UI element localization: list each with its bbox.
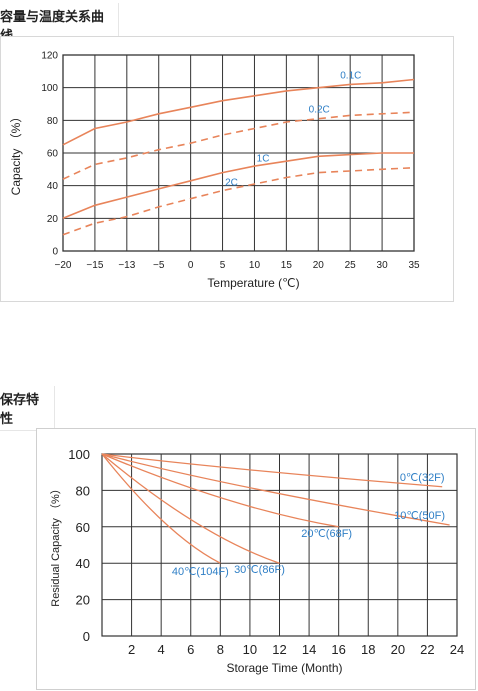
series-label: 0℃(32F) bbox=[400, 472, 445, 484]
series-line bbox=[101, 453, 221, 564]
x-tick-label: 22 bbox=[420, 642, 434, 657]
storage-characteristic-chart: 2 4 6 8 10 12 14 16 18 20 22 24020406080100Storage … bbox=[49, 447, 464, 675]
capacity-temperature-chart: −20 −15 −13 −5 0 5 10 15 20 25 30 35 0 20 40 60 80 100 120… bbox=[9, 51, 420, 291]
x-tick-label: 2 bbox=[128, 642, 135, 657]
x-tick-label: 15 bbox=[281, 260, 293, 271]
series-label: 40℃(104F) bbox=[172, 566, 229, 578]
series-line bbox=[62, 111, 415, 180]
y-axis-label: Residual Capacity （%） bbox=[49, 483, 62, 607]
series-line bbox=[101, 453, 339, 528]
series-label: 10℃(50F) bbox=[394, 510, 445, 522]
x-tick-label: 20 bbox=[313, 260, 325, 271]
x-tick-label: 10 bbox=[249, 260, 261, 271]
x-tick-label: 0 bbox=[188, 260, 194, 271]
plot-frame bbox=[101, 453, 458, 637]
series-label: 2C bbox=[225, 178, 238, 189]
series-line bbox=[62, 152, 414, 220]
series-line bbox=[101, 453, 450, 526]
y-tick-label: 20 bbox=[76, 593, 90, 608]
x-tick-label: −13 bbox=[118, 260, 135, 271]
y-tick-label: 40 bbox=[47, 181, 59, 192]
y-tick-label: 20 bbox=[47, 214, 59, 225]
x-tick-label: 18 bbox=[361, 642, 375, 657]
series-label: 0.1C bbox=[340, 70, 361, 81]
x-tick-label: −20 bbox=[55, 260, 72, 271]
x-tick-label: −15 bbox=[86, 260, 103, 271]
x-tick-label: 6 bbox=[187, 642, 194, 657]
series-line bbox=[62, 78, 415, 146]
y-tick-label: 0 bbox=[52, 247, 58, 258]
x-tick-label: 25 bbox=[345, 260, 357, 271]
x-tick-label: 20 bbox=[391, 642, 405, 657]
series-label: 30℃(86F) bbox=[234, 564, 285, 576]
y-tick-label: 0 bbox=[83, 629, 90, 644]
x-tick-label: 8 bbox=[217, 642, 224, 657]
y-tick-label: 100 bbox=[68, 447, 90, 462]
y-tick-label: 80 bbox=[47, 116, 59, 127]
y-tick-label: 60 bbox=[47, 149, 59, 160]
x-axis-label: Temperature (℃) bbox=[207, 276, 299, 290]
x-tick-label: −5 bbox=[153, 260, 165, 271]
x-tick-label: 14 bbox=[302, 642, 316, 657]
section-title-storage: 保存特性 bbox=[0, 386, 55, 431]
series-label: 0.2C bbox=[309, 105, 330, 116]
chart-panel-storage: 2 4 6 8 10 12 14 16 18 20 22 24 0 20 40 60 80 100 Storage … bbox=[36, 428, 476, 690]
series-label: 20℃(68F) bbox=[301, 528, 352, 540]
y-tick-label: 80 bbox=[76, 483, 90, 498]
x-tick-label: 24 bbox=[450, 642, 464, 657]
x-tick-label: 10 bbox=[243, 642, 257, 657]
series-line bbox=[62, 166, 415, 236]
series-label: 1C bbox=[257, 154, 270, 165]
x-tick-label: 4 bbox=[158, 642, 165, 657]
x-tick-label: 35 bbox=[408, 260, 420, 271]
y-axis-label: Capacity （%） bbox=[9, 111, 23, 196]
x-tick-label: 5 bbox=[220, 260, 226, 271]
x-tick-label: 12 bbox=[272, 642, 286, 657]
y-tick-label: 40 bbox=[76, 556, 90, 571]
x-tick-label: 30 bbox=[377, 260, 389, 271]
chart-panel-capacity-temperature: −20 −15 −13 −5 0 5 10 15 20 25 30 35 0 20 40 60 80 100 120… bbox=[0, 36, 454, 302]
series-line bbox=[101, 453, 443, 488]
x-tick-label: 16 bbox=[331, 642, 345, 657]
y-tick-label: 120 bbox=[41, 51, 58, 62]
series-line bbox=[101, 453, 280, 564]
y-tick-label: 100 bbox=[41, 83, 58, 94]
x-axis-label: Storage Time (Month) bbox=[226, 661, 342, 675]
y-tick-label: 60 bbox=[76, 520, 90, 535]
